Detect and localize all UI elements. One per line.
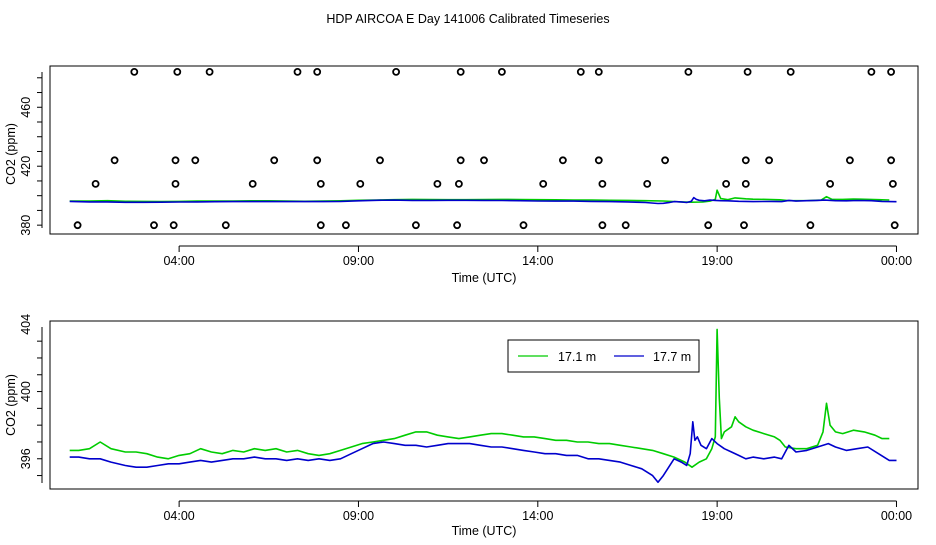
y-tick-label: 380 xyxy=(19,215,33,236)
data-point xyxy=(741,156,750,165)
data-point xyxy=(392,68,401,76)
data-point xyxy=(433,179,442,188)
data-point xyxy=(453,221,462,230)
data-point xyxy=(313,156,322,165)
data-point xyxy=(270,156,279,165)
data-point xyxy=(519,221,528,230)
legend: 17.1 m 17.7 m xyxy=(507,339,700,373)
x-axis-label: Time (UTC) xyxy=(452,271,517,285)
y-tick-label: 420 xyxy=(19,156,33,177)
data-point xyxy=(456,156,465,165)
data-point xyxy=(643,179,652,188)
panel-top-scatter: 04:00 09:00 14:00 19:00 00:00 380 420 460 Time… xyxy=(4,65,919,285)
data-point xyxy=(621,221,630,230)
x-tick-label: 14:00 xyxy=(522,509,553,523)
x-tick-label: 04:00 xyxy=(163,254,194,268)
x-tick-label: 19:00 xyxy=(701,509,732,523)
data-point xyxy=(887,68,895,76)
data-point xyxy=(191,156,200,165)
data-point xyxy=(173,68,182,76)
data-point xyxy=(722,179,730,188)
data-point xyxy=(376,156,384,165)
data-point xyxy=(91,179,100,188)
data-point xyxy=(889,179,897,188)
x-axis-label: Time (UTC) xyxy=(452,524,517,538)
data-point xyxy=(456,68,465,76)
y-tick-label: 396 xyxy=(19,448,33,469)
data-point xyxy=(171,179,180,188)
data-point xyxy=(743,68,752,76)
figure-title: HDP AIRCOA E Day 141006 Calibrated Times… xyxy=(326,12,609,26)
legend-label-17-7m: 17.7 m xyxy=(653,350,691,364)
data-point xyxy=(704,221,713,230)
data-point xyxy=(559,156,567,165)
plot-frame xyxy=(49,65,919,235)
data-point xyxy=(356,179,365,188)
data-point xyxy=(594,156,603,165)
x-tick-label: 00:00 xyxy=(881,254,912,268)
data-point xyxy=(661,156,669,165)
x-tick-label: 14:00 xyxy=(522,254,553,268)
x-tick-label: 09:00 xyxy=(343,509,374,523)
y-axis-label: CO2 (ppm) xyxy=(4,374,18,436)
y-tick-label: 400 xyxy=(19,381,33,402)
data-point xyxy=(313,68,322,76)
x-tick-label: 00:00 xyxy=(881,509,912,523)
data-point xyxy=(765,156,773,165)
y-axis-label: CO2 (ppm) xyxy=(4,123,18,185)
data-point xyxy=(130,68,139,76)
data-point xyxy=(497,68,506,76)
data-point xyxy=(806,221,815,230)
data-point xyxy=(741,179,750,188)
data-point xyxy=(411,221,420,230)
y-tick-label: 460 xyxy=(19,97,33,118)
x-tick-label: 19:00 xyxy=(701,254,732,268)
data-point xyxy=(867,68,876,76)
data-point xyxy=(248,179,257,188)
data-point xyxy=(316,179,325,188)
data-point xyxy=(598,179,607,188)
y-tick-label: 404 xyxy=(19,314,33,335)
data-point xyxy=(169,221,178,230)
series-line-green xyxy=(69,328,890,469)
panel-bottom-line: 04:00 09:00 14:00 19:00 00:00 396 400 404 Time… xyxy=(4,314,919,538)
x-tick-label: 09:00 xyxy=(343,254,374,268)
plot-frame xyxy=(49,320,919,490)
data-point xyxy=(826,179,834,188)
data-point xyxy=(786,68,795,76)
data-point xyxy=(598,221,607,230)
series-line-blue xyxy=(69,196,897,205)
data-point xyxy=(454,179,463,188)
data-point xyxy=(539,179,548,188)
x-tick-label: 04:00 xyxy=(163,509,194,523)
legend-label-17-1m: 17.1 m xyxy=(558,350,596,364)
data-point xyxy=(740,221,748,230)
data-point xyxy=(110,156,119,165)
data-point xyxy=(576,68,585,76)
data-point xyxy=(293,68,302,76)
data-point xyxy=(890,221,899,230)
data-point xyxy=(846,156,854,165)
data-point xyxy=(684,68,693,76)
data-point xyxy=(480,156,488,165)
data-point xyxy=(171,156,180,165)
data-point xyxy=(594,68,603,76)
data-point xyxy=(205,68,214,76)
data-point xyxy=(150,221,158,230)
data-point xyxy=(316,221,325,230)
series-line-blue xyxy=(69,420,897,484)
data-point xyxy=(221,221,230,230)
data-point xyxy=(887,156,895,165)
data-point xyxy=(341,221,350,230)
data-point xyxy=(73,221,82,230)
